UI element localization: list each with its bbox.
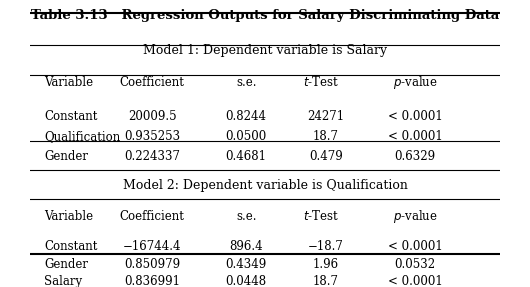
Text: 18.7: 18.7 — [313, 130, 339, 143]
Text: $p$-value: $p$-value — [393, 73, 438, 91]
Text: −18.7: −18.7 — [308, 240, 344, 253]
Text: Salary: Salary — [44, 275, 82, 287]
Text: Qualification: Qualification — [44, 130, 120, 143]
Text: 0.8244: 0.8244 — [226, 110, 267, 123]
Text: 0.935253: 0.935253 — [124, 130, 180, 143]
Text: Table 3.13   Regression Outputs for Salary Discriminating Data: Table 3.13 Regression Outputs for Salary… — [31, 9, 499, 22]
Text: 0.4349: 0.4349 — [226, 258, 267, 271]
Text: < 0.0001: < 0.0001 — [388, 130, 443, 143]
Text: $p$-value: $p$-value — [393, 208, 438, 225]
Text: 0.0500: 0.0500 — [226, 130, 267, 143]
Text: 0.850979: 0.850979 — [124, 258, 180, 271]
Text: 0.224337: 0.224337 — [124, 150, 180, 163]
Text: Model 2: Dependent variable is Qualification: Model 2: Dependent variable is Qualifica… — [122, 179, 408, 192]
Text: s.e.: s.e. — [236, 75, 257, 89]
Text: Coefficient: Coefficient — [120, 75, 184, 89]
Text: $t$-Test: $t$-Test — [303, 75, 339, 89]
Text: 24271: 24271 — [307, 110, 344, 123]
Text: Coefficient: Coefficient — [120, 210, 184, 223]
Text: < 0.0001: < 0.0001 — [388, 110, 443, 123]
Text: Variable: Variable — [44, 210, 93, 223]
Text: Constant: Constant — [44, 110, 98, 123]
Text: $t$-Test: $t$-Test — [303, 209, 339, 223]
Text: 0.479: 0.479 — [309, 150, 343, 163]
Text: Variable: Variable — [44, 75, 93, 89]
Text: 20009.5: 20009.5 — [128, 110, 176, 123]
Text: 896.4: 896.4 — [229, 240, 263, 253]
Text: 0.0448: 0.0448 — [226, 275, 267, 287]
Text: 0.836991: 0.836991 — [124, 275, 180, 287]
Text: s.e.: s.e. — [236, 210, 257, 223]
Text: 0.4681: 0.4681 — [226, 150, 267, 163]
Text: Gender: Gender — [44, 150, 88, 163]
Text: < 0.0001: < 0.0001 — [388, 275, 443, 287]
Text: < 0.0001: < 0.0001 — [388, 240, 443, 253]
Text: 0.0532: 0.0532 — [395, 258, 436, 271]
Text: 0.6329: 0.6329 — [395, 150, 436, 163]
Text: Model 1: Dependent variable is Salary: Model 1: Dependent variable is Salary — [143, 44, 387, 57]
Text: Constant: Constant — [44, 240, 98, 253]
Text: 18.7: 18.7 — [313, 275, 339, 287]
Text: Gender: Gender — [44, 258, 88, 271]
Text: −16744.4: −16744.4 — [123, 240, 181, 253]
Text: 1.96: 1.96 — [313, 258, 339, 271]
